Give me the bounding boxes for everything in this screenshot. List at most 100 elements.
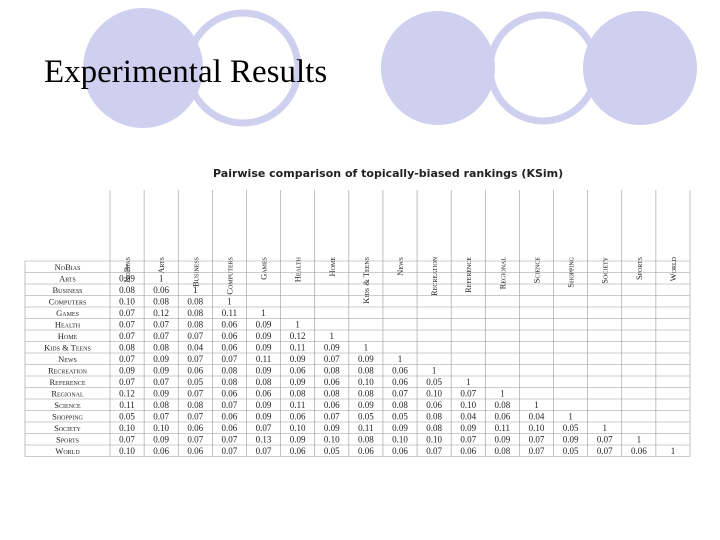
column-header: Games [259,257,269,280]
row-header: Regional [51,389,84,399]
cell: 1 [568,412,573,422]
cell: 0.12 [153,308,169,318]
cell: 0.10 [426,389,442,399]
row-header: Computers [49,297,87,307]
cell: 0.08 [187,400,203,410]
cell: 0.09 [256,400,272,410]
cell: 0.07 [187,354,203,364]
cell: 0.07 [256,423,272,433]
cell: 0.07 [324,412,340,422]
cell: 0.08 [290,389,306,399]
column-header: Recreation [429,256,439,296]
column-header: Business [190,257,200,287]
cell: 0.06 [290,412,306,422]
column-header: Reference [463,257,473,293]
cell: 0.09 [153,389,169,399]
cell: 0.12 [290,331,306,341]
cell: 0.06 [290,366,306,376]
cell: 0.04 [187,343,203,353]
cell: 0.06 [222,343,238,353]
cell: 1 [261,308,266,318]
cell: 0.08 [324,366,340,376]
cell: 0.09 [494,435,510,445]
cell: 1 [534,400,539,410]
row-header: Home [58,331,78,341]
row-header: Sports [56,435,79,445]
cell: 1 [330,331,335,341]
cell: 0.06 [392,377,408,387]
cell: 0.06 [358,446,374,456]
cell: 0.12 [119,389,135,399]
cell: 0.09 [290,435,306,445]
cell: 0.08 [119,343,135,353]
cell: 1 [671,446,676,456]
circle [381,11,495,125]
cell: 0.09 [324,423,340,433]
table-caption: Pairwise comparison of topically-biased … [213,167,563,180]
cell: 0.08 [324,389,340,399]
cell: 0.06 [153,446,169,456]
cell: 0.07 [426,446,442,456]
column-header: Arts [156,257,166,274]
cell: 0.09 [153,354,169,364]
cell: 0.09 [119,366,135,376]
cell: 1 [466,377,471,387]
cell: 0.06 [392,366,408,376]
cell: 0.10 [290,423,306,433]
cell: 0.06 [494,412,510,422]
row-header: Shopping [52,412,83,422]
cell: 1 [295,320,300,330]
cell: 0.11 [290,400,305,410]
cell: 1 [637,435,642,445]
cell: 0.05 [563,446,579,456]
cell: 0.07 [222,446,238,456]
column-header: Kids & Teens [361,257,371,304]
row-header: Recreation [48,366,88,376]
slide-title: Experimental Results [44,54,327,90]
cell: 0.08 [187,297,203,307]
cell: 0.07 [119,435,135,445]
cell: 0.10 [324,435,340,445]
cell: 0.06 [187,423,203,433]
cell: 0.05 [187,377,203,387]
cell: 1 [125,262,130,272]
cell: 1 [398,354,403,364]
cell: 0.06 [187,446,203,456]
cell: 0.06 [631,446,647,456]
column-header: World [668,256,678,281]
cell: 0.09 [153,435,169,445]
cell: 0.07 [187,331,203,341]
circle [83,8,203,128]
cell: 0.07 [597,446,613,456]
column-header: Computers [224,257,234,295]
cell: 0.07 [529,435,545,445]
row-header: Society [54,423,81,433]
cell: 0.07 [187,412,203,422]
cell: 1 [432,366,437,376]
cell: 0.10 [119,446,135,456]
cell: 0.05 [119,412,135,422]
cell: 0.08 [187,308,203,318]
cell: 0.08 [426,412,442,422]
cell: 0.07 [222,435,238,445]
cell: 0.09 [256,412,272,422]
cell: 0.09 [358,354,374,364]
column-header: Health [293,256,303,282]
cell: 0.05 [426,377,442,387]
cell: 0.07 [529,446,545,456]
cell: 0.06 [426,400,442,410]
cell: 0.07 [119,377,135,387]
cell: 0.09 [392,423,408,433]
cell: 0.05 [563,423,579,433]
cell: 0.06 [222,423,238,433]
cell: 0.08 [222,377,238,387]
cell: 1 [227,297,232,307]
cell: 0.07 [222,354,238,364]
cell: 0.11 [358,423,373,433]
cell: 0.11 [495,423,510,433]
cell: 0.07 [153,412,169,422]
cell: 0.09 [324,343,340,353]
cell: 0.05 [324,446,340,456]
cell: 0.08 [153,343,169,353]
